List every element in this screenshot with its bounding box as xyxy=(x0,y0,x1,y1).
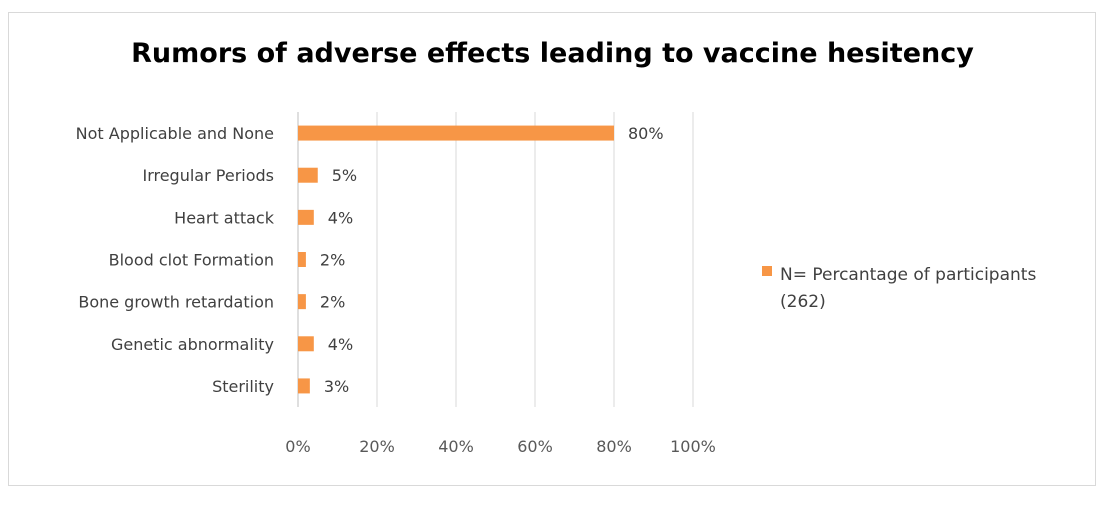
data-label: 4% xyxy=(328,208,353,227)
category-label: Sterility xyxy=(212,377,274,396)
bar xyxy=(298,378,310,394)
legend-swatch xyxy=(762,266,772,276)
category-label: Heart attack xyxy=(174,208,275,227)
x-tick-label: 60% xyxy=(517,437,553,456)
category-label: Not Applicable and None xyxy=(76,124,274,143)
data-label: 80% xyxy=(628,124,664,143)
x-tick-label: 80% xyxy=(596,437,632,456)
bar xyxy=(298,167,318,183)
category-label: Irregular Periods xyxy=(142,166,274,185)
data-label: 2% xyxy=(320,293,345,312)
x-tick-label: 100% xyxy=(670,437,716,456)
bar xyxy=(298,294,306,310)
bar xyxy=(298,252,306,267)
bar xyxy=(298,336,314,352)
bar xyxy=(298,125,614,141)
chart-title: Rumors of adverse effects leading to vac… xyxy=(131,38,974,69)
category-label: Blood clot Formation xyxy=(109,251,274,270)
data-label: 3% xyxy=(324,377,349,396)
bar xyxy=(298,209,314,225)
category-label: Bone growth retardation xyxy=(78,293,274,312)
x-tick-label: 40% xyxy=(438,437,474,456)
x-tick-label: 20% xyxy=(359,437,395,456)
data-label: 2% xyxy=(320,251,345,270)
data-label: 4% xyxy=(328,335,353,354)
data-label: 5% xyxy=(332,166,357,185)
category-label: Genetic abnormality xyxy=(111,335,274,354)
legend-label: N= Percantage of participants (262) xyxy=(780,265,1037,312)
chart-frame xyxy=(8,12,1096,486)
x-tick-label: 0% xyxy=(285,437,310,456)
